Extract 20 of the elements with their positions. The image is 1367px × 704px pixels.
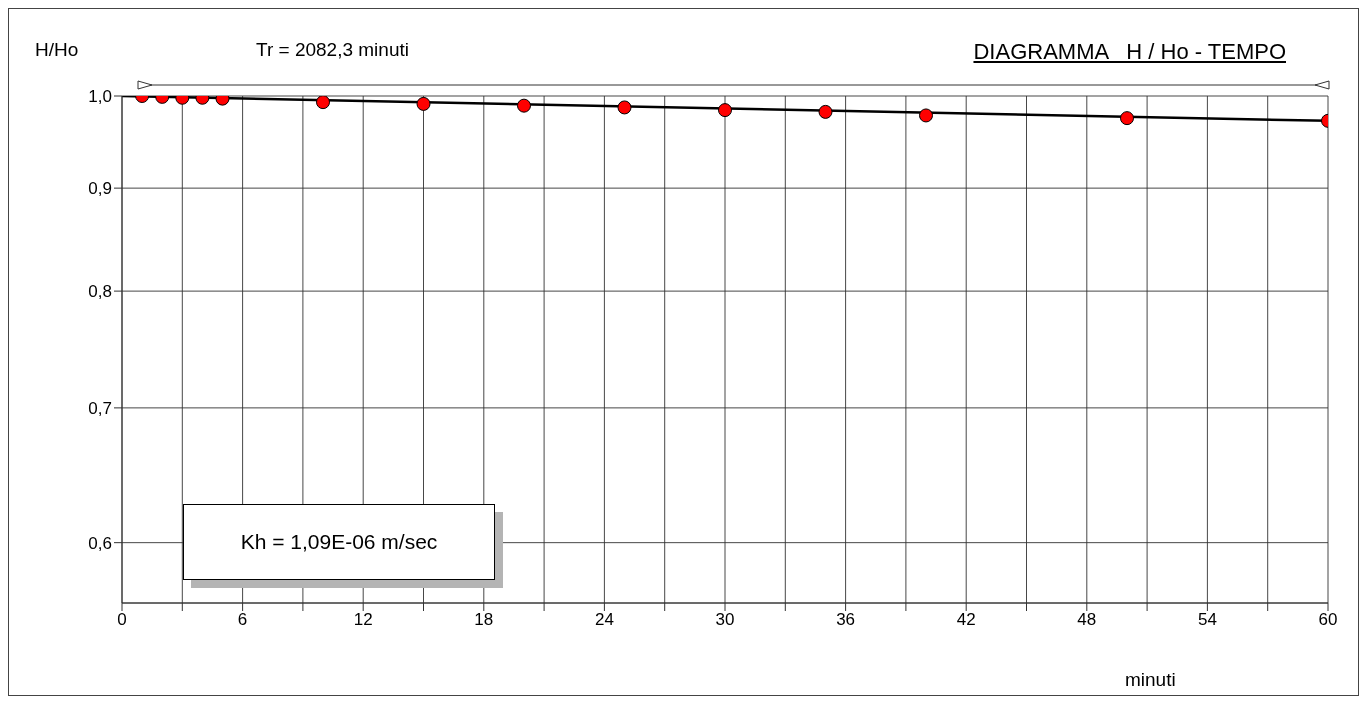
x-axis-title: minuti — [1125, 669, 1176, 691]
chart-subtitle: Tr = 2082,3 minuti — [256, 39, 409, 61]
x-tick-label: 24 — [594, 610, 614, 630]
x-tick-label: 18 — [474, 610, 494, 630]
x-tick-label: 60 — [1318, 610, 1338, 630]
y-tick-label: 0,6 — [88, 533, 112, 553]
y-axis-title: H/Ho — [35, 39, 79, 61]
x-tick-label: 30 — [715, 610, 735, 630]
x-tick-label: 36 — [836, 610, 856, 630]
x-tick-label: 48 — [1077, 610, 1097, 630]
y-tick-label: 0,9 — [88, 179, 112, 199]
x-tick-label: 42 — [956, 610, 976, 630]
y-tick-label: 1,0 — [88, 87, 112, 107]
chart-title: DIAGRAMMA H / Ho - TEMPO — [973, 39, 1286, 65]
x-tick-label: 0 — [117, 610, 127, 630]
x-tick-label: 6 — [237, 610, 248, 630]
y-tick-label: 0,8 — [88, 282, 112, 302]
y-tick-label: 0,7 — [88, 398, 112, 418]
x-tick-label: 54 — [1197, 610, 1217, 630]
x-tick-label: 12 — [353, 610, 373, 630]
